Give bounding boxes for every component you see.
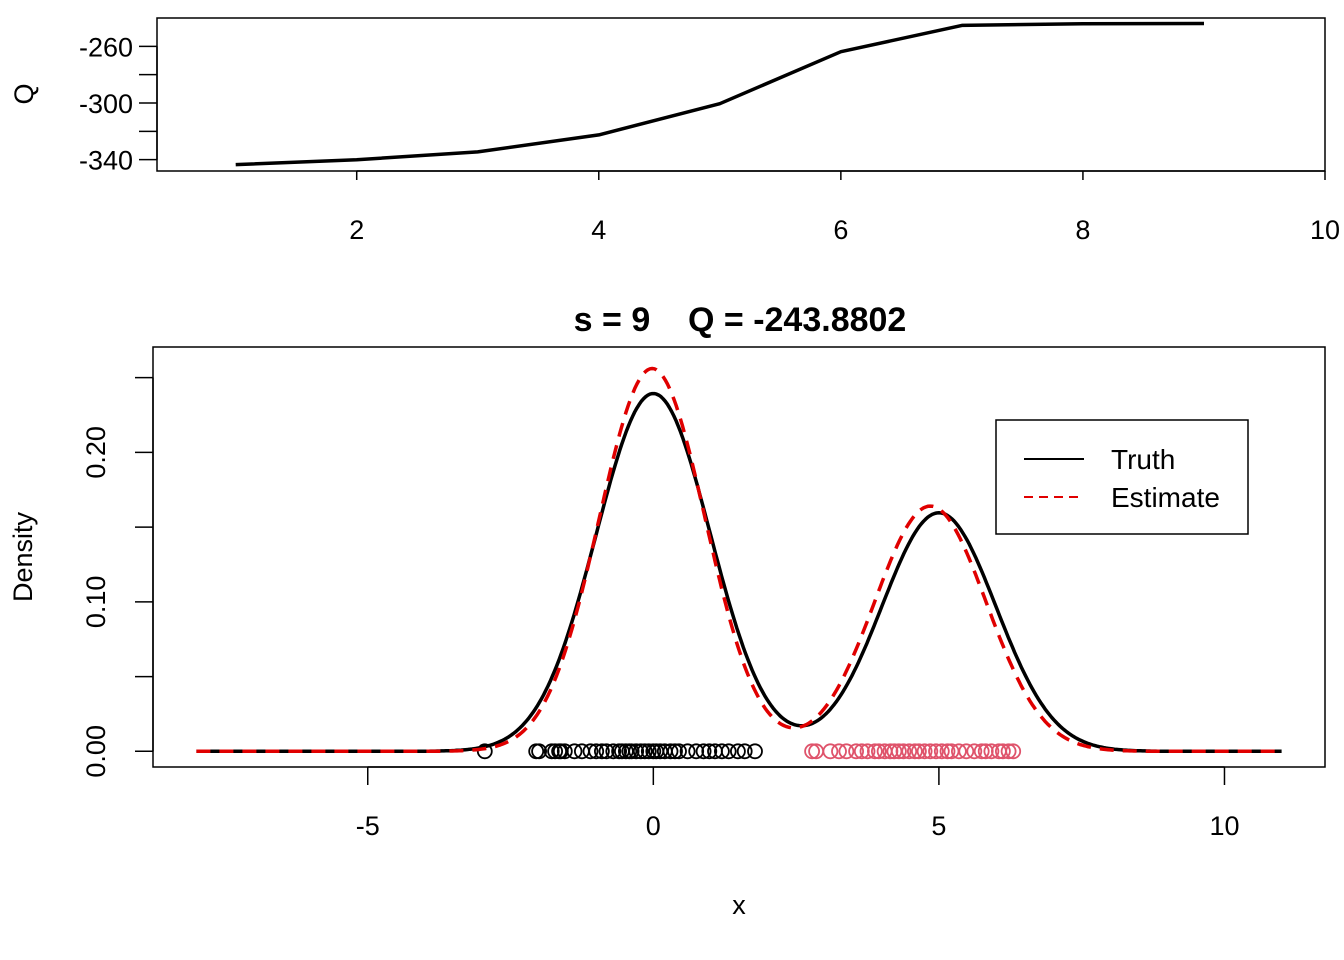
observation-point-group1	[605, 743, 622, 760]
observation-point-group2	[939, 743, 956, 760]
bottom-y-tick-label: 0.20	[81, 426, 111, 479]
top-y-tick-label: -300	[79, 89, 133, 119]
top-x-tick-label: 10	[1310, 215, 1340, 245]
observation-point-group1	[671, 743, 687, 760]
estimate-density-curve	[196, 366, 1282, 754]
observation-point-group2	[882, 743, 899, 760]
observation-point-group1	[556, 743, 573, 760]
observation-point-group1	[640, 743, 657, 760]
observation-point-group2	[891, 743, 907, 760]
observation-point-group2	[995, 743, 1011, 760]
observation-point-group1	[720, 743, 737, 760]
observation-point-group2	[907, 743, 923, 760]
top-y-axis: -340 -300 -260	[79, 32, 158, 176]
bottom-plot-title: s = 9 Q = -243.8802	[574, 301, 907, 339]
observation-point-group1	[667, 743, 683, 760]
q-trace-panel: Q 2 4 6 8 10 -340 -300 -260	[9, 17, 1340, 245]
bottom-plot-frame	[152, 346, 1326, 768]
top-y-tick-label: -340	[79, 146, 133, 176]
bottom-y-axis: 0.00 0.10 0.20	[81, 376, 154, 778]
q-trace-line	[235, 21, 1205, 167]
observation-point-group1	[582, 743, 599, 760]
bottom-y-tick-label: 0.00	[81, 725, 111, 778]
observation-point-group2	[951, 743, 967, 760]
observation-point-group2	[958, 743, 975, 760]
observation-point-group1	[695, 743, 712, 760]
observation-point-group1	[688, 743, 705, 760]
observation-point-group2	[901, 743, 918, 760]
observation-point-group1	[701, 743, 718, 760]
observation-point-group2	[916, 743, 933, 760]
observation-point-group2	[933, 743, 950, 760]
bottom-x-axis-label: x	[732, 890, 746, 920]
legend-label-estimate: Estimate	[1111, 482, 1220, 513]
observation-point-group2	[871, 743, 887, 760]
observation-point-group2	[1000, 743, 1017, 760]
top-series-group	[235, 21, 1205, 167]
observation-point-group1	[594, 743, 610, 760]
observation-point-group1	[679, 743, 696, 760]
observation-point-group2	[848, 743, 864, 760]
observation-point-group1	[714, 743, 730, 760]
legend: Truth Estimate	[995, 419, 1249, 535]
observation-point-group2	[867, 743, 883, 760]
top-x-tick-label: 4	[591, 215, 606, 245]
top-x-axis: 2 4 6 8 10	[349, 170, 1340, 245]
observation-point-group1	[747, 743, 763, 760]
bottom-x-tick-label: 5	[931, 811, 946, 841]
observation-point-group2	[973, 743, 990, 760]
observation-point-group2	[895, 743, 912, 760]
observation-points	[476, 743, 1022, 760]
density-curves	[196, 366, 1282, 754]
observation-point-group1	[636, 743, 653, 760]
top-x-tick-label: 6	[833, 215, 848, 245]
observation-point-group1	[628, 743, 645, 760]
top-x-tick-label: 8	[1075, 215, 1090, 245]
truth-density-curve	[196, 391, 1282, 754]
bottom-x-tick-label: 10	[1209, 811, 1239, 841]
observation-point-group1	[531, 743, 547, 760]
bottom-x-tick-label: 0	[646, 811, 661, 841]
observation-point-group2	[928, 743, 944, 760]
observation-point-group1	[588, 743, 605, 760]
observation-point-group2	[1005, 743, 1022, 760]
observation-point-group1	[547, 743, 563, 760]
observation-point-group1	[598, 743, 615, 760]
observation-point-group1	[632, 743, 649, 760]
observation-point-group2	[966, 743, 983, 760]
bottom-y-tick-label: 0.10	[81, 576, 111, 629]
observation-point-group1	[730, 743, 746, 760]
observation-point-group2	[822, 743, 839, 760]
bottom-x-tick-label: -5	[356, 811, 380, 841]
observation-point-group1	[566, 743, 583, 760]
observation-point-group2	[838, 743, 855, 760]
observation-point-group1	[662, 743, 679, 760]
observation-point-group2	[804, 743, 820, 760]
observation-point-group1	[736, 743, 753, 760]
legend-box	[995, 419, 1249, 535]
observation-point-group2	[983, 743, 1000, 760]
bottom-y-axis-label: Density	[8, 511, 38, 602]
legend-label-truth: Truth	[1111, 444, 1175, 475]
observation-point-group2	[859, 743, 876, 760]
bottom-x-axis: -5 0 5 10	[356, 766, 1240, 841]
top-y-tick-label: -260	[79, 32, 133, 62]
top-y-axis-label: Q	[9, 83, 39, 104]
top-x-tick-label: 2	[349, 215, 364, 245]
observation-point-group2	[911, 743, 927, 760]
density-panel: s = 9 Q = -243.8802 x Density -5 0 5 10 0.0…	[8, 301, 1326, 920]
observation-point-group2	[831, 743, 847, 760]
observation-point-group2	[922, 743, 939, 760]
